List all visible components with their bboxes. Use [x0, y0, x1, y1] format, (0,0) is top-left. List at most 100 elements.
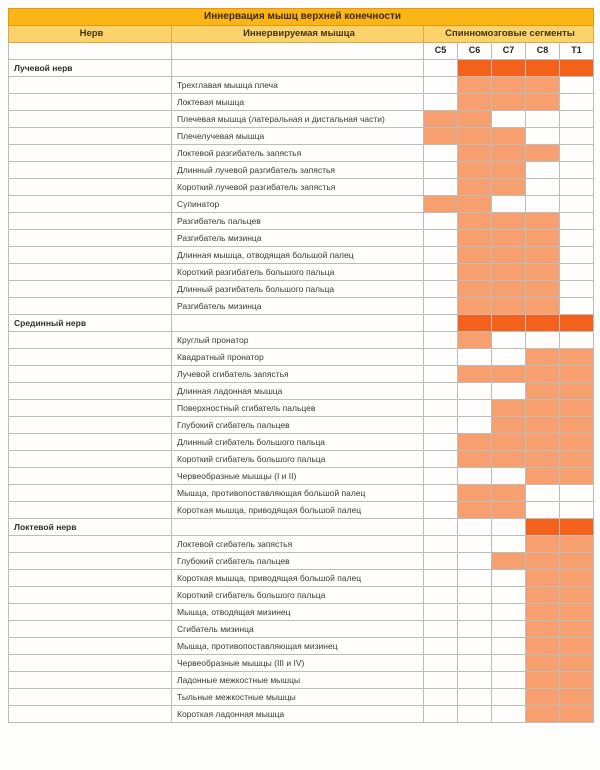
segment-cell-c8-highlighted: [525, 569, 560, 587]
segment-cell-c5: [423, 161, 458, 179]
segment-cell-c6-highlighted: [457, 229, 492, 247]
nerve-name-cell: [8, 416, 172, 434]
segment-cell-t1: [558, 484, 595, 502]
nerve-section-row: Лучевой нерв: [8, 59, 595, 77]
segment-cell-c5: [423, 348, 458, 366]
segment-cell-c5: [423, 314, 458, 332]
segment-cell-t1-highlighted: [558, 348, 595, 366]
segment-label-c5: C5: [423, 42, 458, 60]
segment-cell-c6-highlighted: [457, 365, 492, 383]
segment-cell-c5: [423, 178, 458, 196]
muscle-name-cell: Короткая мышца, приводящая большой палец: [171, 501, 424, 519]
segment-cell-c5: [423, 399, 458, 417]
nerve-name-cell: [8, 569, 172, 587]
nerve-name-cell: Срединный нерв: [8, 314, 172, 332]
segment-cell-t1-highlighted: [558, 586, 595, 604]
nerve-name-cell: [8, 467, 172, 485]
nerve-name-cell: Лучевой нерв: [8, 59, 172, 77]
segment-cell-c6-highlighted: [457, 110, 492, 128]
segment-cell-t1-highlighted: [558, 620, 595, 638]
muscle-name-cell: Глубокий сгибатель пальцев: [171, 416, 424, 434]
segment-cell-c6-highlighted: [457, 314, 492, 332]
segment-labels-row: C5 C6 C7 C8 T1: [8, 42, 595, 60]
nerve-name-cell: Локтевой нерв: [8, 518, 172, 536]
segment-cell-t1-highlighted: [558, 603, 595, 621]
muscle-row: Круглый пронатор: [8, 331, 595, 349]
segment-cell-c7-highlighted: [491, 76, 526, 94]
segment-label-c6: C6: [457, 42, 492, 60]
segment-cell-t1-highlighted: [558, 467, 595, 485]
muscle-name-cell: Поверхностный сгибатель пальцев: [171, 399, 424, 417]
segment-cell-c6-highlighted: [457, 161, 492, 179]
segment-cell-t1-highlighted: [558, 637, 595, 655]
segment-cell-t1-highlighted: [558, 654, 595, 672]
muscle-row: Короткий лучевой разгибатель запястья: [8, 178, 595, 196]
muscle-row: Разгибатель пальцев: [8, 212, 595, 230]
segment-cell-t1-highlighted: [558, 450, 595, 468]
segment-cell-c8-highlighted: [525, 93, 560, 111]
segment-cell-c7: [491, 535, 526, 553]
segment-cell-c5: [423, 518, 458, 536]
segment-cell-c7: [491, 110, 526, 128]
nerve-name-cell: [8, 603, 172, 621]
segment-cell-c7: [491, 637, 526, 655]
nerve-name-cell: [8, 127, 172, 145]
segment-cell-c5: [423, 433, 458, 451]
muscle-name-cell: Длинный сгибатель большого пальца: [171, 433, 424, 451]
segment-cell-c6-highlighted: [457, 297, 492, 315]
segment-cell-c7-highlighted: [491, 501, 526, 519]
segment-cell-t1-highlighted: [558, 705, 595, 723]
column-header-segments: Спинномозговые сегменты: [422, 25, 595, 43]
segment-cell-c6-highlighted: [457, 280, 492, 298]
segment-cell-c7: [491, 688, 526, 706]
empty-subheader-nerve: [8, 42, 172, 60]
segment-cell-c6-highlighted: [457, 195, 492, 213]
muscle-name-cell: Короткий сгибатель большого пальца: [171, 450, 424, 468]
segment-label-t1: T1: [558, 42, 595, 60]
segment-cell-c5: [423, 59, 458, 77]
segment-cell-c6-highlighted: [457, 178, 492, 196]
muscle-name-cell: Круглый пронатор: [171, 331, 424, 349]
muscle-row: Квадратный пронатор: [8, 348, 595, 366]
segment-cell-c7: [491, 654, 526, 672]
segment-cell-c8-highlighted: [525, 416, 560, 434]
segment-cell-c6: [457, 382, 492, 400]
nerve-name-cell: [8, 586, 172, 604]
segment-cell-c5: [423, 671, 458, 689]
segment-cell-c7-highlighted: [491, 399, 526, 417]
nerve-section-row: Локтевой нерв: [8, 518, 595, 536]
segment-cell-t1: [558, 229, 595, 247]
segment-cell-c5: [423, 365, 458, 383]
segment-cell-t1-highlighted: [558, 518, 595, 536]
segment-cell-c7-highlighted: [491, 59, 526, 77]
muscle-name-cell: Супинатор: [171, 195, 424, 213]
segment-cell-c5: [423, 450, 458, 468]
nerve-name-cell: [8, 620, 172, 638]
segment-cell-c5: [423, 212, 458, 230]
segment-cell-c5: [423, 297, 458, 315]
segment-cell-c6: [457, 586, 492, 604]
segment-cell-c5: [423, 416, 458, 434]
segment-cell-c7: [491, 620, 526, 638]
muscle-name-cell: [171, 314, 424, 332]
segment-cell-c8-highlighted: [525, 467, 560, 485]
nerve-name-cell: [8, 212, 172, 230]
segment-cell-t1: [558, 331, 595, 349]
segment-cell-c6: [457, 671, 492, 689]
nerve-name-cell: [8, 161, 172, 179]
segment-cell-c7-highlighted: [491, 365, 526, 383]
muscle-name-cell: Трехглавая мышца плеча: [171, 76, 424, 94]
segment-cell-c8-highlighted: [525, 552, 560, 570]
segment-cell-c5: [423, 382, 458, 400]
segment-cell-c8-highlighted: [525, 518, 560, 536]
nerve-name-cell: [8, 637, 172, 655]
nerve-name-cell: [8, 93, 172, 111]
segment-cell-c8-highlighted: [525, 637, 560, 655]
segment-cell-c5: [423, 620, 458, 638]
nerve-name-cell: [8, 263, 172, 281]
segment-cell-c6-highlighted: [457, 76, 492, 94]
segment-cell-c7: [491, 603, 526, 621]
segment-cell-c7: [491, 705, 526, 723]
segment-cell-c7-highlighted: [491, 246, 526, 264]
